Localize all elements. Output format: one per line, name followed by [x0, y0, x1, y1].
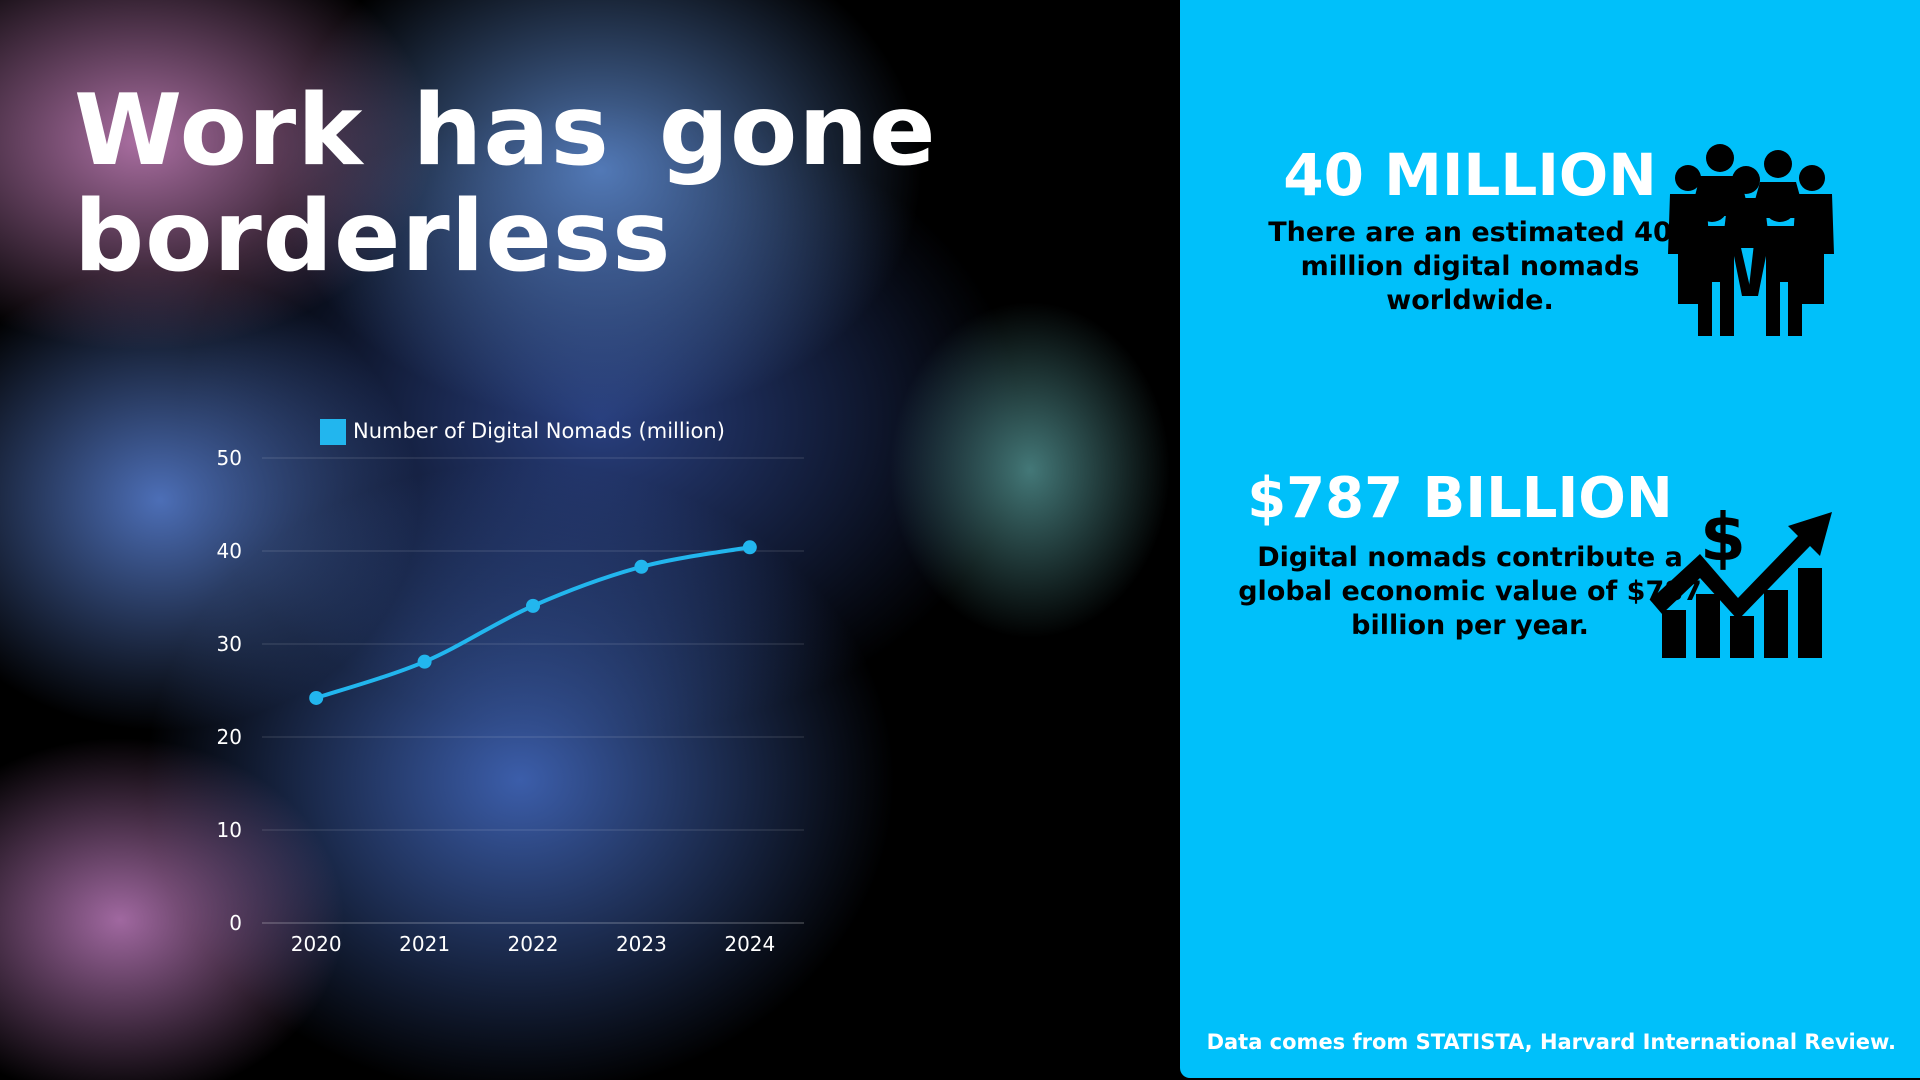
data-point: [417, 654, 432, 669]
title-line-2: borderless: [74, 180, 672, 294]
stat-economy-description: Digital nomads contribute a global econo…: [1238, 542, 1702, 641]
legend-label: Number of Digital Nomads (million): [353, 419, 725, 443]
y-tick-label: 50: [217, 446, 242, 470]
people-group-icon: [1668, 144, 1834, 336]
data-point: [309, 690, 324, 705]
y-tick-label: 40: [217, 539, 242, 563]
stat-nomads-value: 40 MILLION: [1283, 141, 1657, 209]
stats-panel: 40 MILLION There are an estimated 40 mil…: [1180, 0, 1920, 1078]
x-tick-label: 2020: [291, 932, 342, 956]
x-tick-label: 2023: [616, 932, 667, 956]
legend-swatch: [320, 419, 346, 445]
x-axis-ticks: 2020 2021 2022 2023 2024: [291, 932, 776, 956]
gradient-background: [0, 0, 1180, 1080]
data-point: [526, 598, 540, 613]
x-tick-label: 2021: [399, 932, 450, 956]
y-tick-label: 10: [217, 818, 242, 842]
data-source-note: Data comes from STATISTA, Harvard Intern…: [1206, 1030, 1896, 1054]
title-line-1: Work has gone: [74, 74, 937, 188]
y-tick-label: 20: [217, 725, 242, 749]
x-tick-label: 2024: [724, 932, 775, 956]
x-tick-label: 2022: [508, 932, 559, 956]
data-point: [742, 540, 757, 555]
stat-economy-value: $787 BILLION: [1247, 466, 1673, 531]
page-title: Work has gone borderless: [74, 78, 937, 290]
stat-nomads-description: There are an estimated 40 million digita…: [1268, 217, 1672, 316]
y-tick-label: 30: [217, 632, 242, 656]
growth-chart-dollar-icon: $: [1650, 499, 1832, 658]
y-axis-ticks: 0 10 20 30 40 50: [217, 446, 242, 935]
chart-grid: [262, 457, 804, 924]
digital-nomads-line-chart: 0 10 20 30 40 50 2020 2021 2022 2023 2024 Number …: [217, 419, 804, 956]
series-line: [314, 545, 752, 700]
chart-series: [309, 540, 757, 705]
y-tick-label: 0: [229, 911, 242, 935]
chart-legend: Number of Digital Nomads (million): [320, 419, 725, 445]
data-point: [634, 559, 649, 574]
